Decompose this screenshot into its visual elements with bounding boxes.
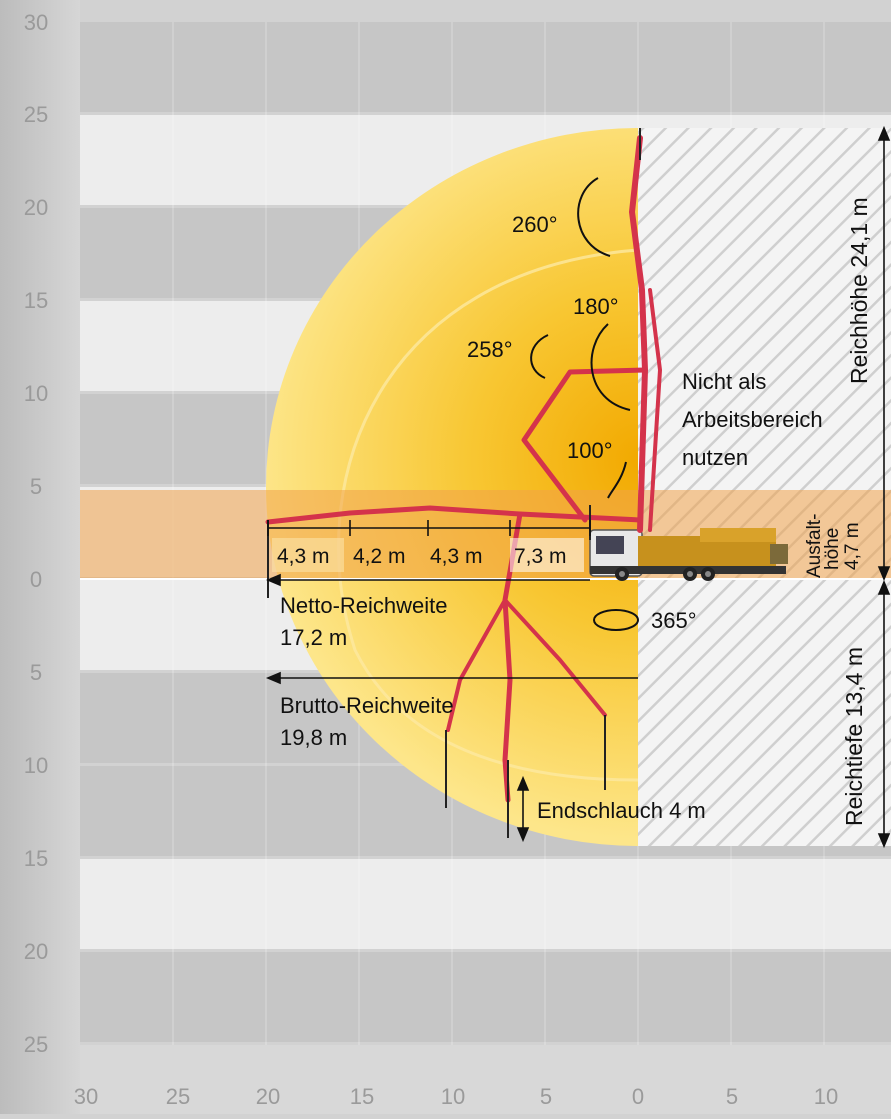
- end-hose-label: Endschlauch 4 m: [537, 798, 706, 823]
- gross-reach-value: 19,8 m: [280, 725, 347, 750]
- angle-260-label: 260°: [512, 212, 558, 237]
- angle-365-label: 365°: [651, 608, 697, 633]
- stripe: [80, 859, 891, 949]
- y-label: 0: [30, 567, 42, 592]
- segment-label-box: [510, 538, 584, 572]
- y-label: 20: [24, 195, 48, 220]
- angle-100-label: 100°: [567, 438, 613, 463]
- y-label: 20: [24, 939, 48, 964]
- no-work-zone: [638, 128, 891, 846]
- rotation-arcs: [530, 177, 639, 631]
- reach-depth-label: Reichtiefe 13,4 m: [841, 647, 867, 826]
- angle-180-label: 180°: [573, 294, 619, 319]
- working-range-zone: [266, 128, 638, 846]
- y-label: 25: [24, 1032, 48, 1057]
- angle-258-label: 258°: [467, 337, 513, 362]
- segment-label: 4,2 m: [353, 545, 406, 568]
- left-margin: [0, 0, 80, 1114]
- x-axis: 30 25 20 15 10 5 0 5 10: [74, 1084, 838, 1109]
- truck: [589, 528, 788, 581]
- stripe: [80, 1045, 891, 1114]
- net-reach-label: Netto-Reichweite: [280, 593, 448, 618]
- x-label: 5: [540, 1084, 552, 1109]
- no-work-zone-label: Arbeitsbereich: [682, 407, 823, 432]
- gross-reach-label: Brutto-Reichweite: [280, 693, 454, 718]
- net-reach-value: 17,2 m: [280, 625, 347, 650]
- x-label: 30: [74, 1084, 98, 1109]
- segment-label: 7,3 m: [514, 545, 567, 568]
- x-label: 10: [814, 1084, 838, 1109]
- segment-label: 4,3 m: [430, 545, 483, 568]
- y-label: 15: [24, 846, 48, 871]
- reach-height-label: Reichhöhe 24,1 m: [846, 197, 872, 384]
- x-label: 25: [166, 1084, 190, 1109]
- x-label: 10: [441, 1084, 465, 1109]
- y-label: 10: [24, 381, 48, 406]
- stripe: [80, 952, 891, 1042]
- y-label: 15: [24, 288, 48, 313]
- inner-range-arc: [337, 248, 639, 782]
- segment-label: 4,3 m: [277, 545, 330, 568]
- unfold-height-label: 4,7 m: [842, 522, 863, 570]
- boom: [265, 135, 662, 803]
- x-label: 20: [256, 1084, 280, 1109]
- y-axis: 30 25 20 15 10 5 0 5 10 15 20 25: [24, 10, 48, 1057]
- segment-label-box: [272, 538, 344, 572]
- y-label: 5: [30, 474, 42, 499]
- x-label: 15: [350, 1084, 374, 1109]
- dimension-lines: [265, 125, 891, 849]
- no-work-zone-label: nutzen: [682, 445, 748, 470]
- unfold-height-label: Ausfalt-: [804, 514, 825, 578]
- y-label: 30: [24, 10, 48, 35]
- x-label: 5: [726, 1084, 738, 1109]
- stripe: [80, 22, 891, 112]
- y-label: 10: [24, 753, 48, 778]
- y-label: 5: [30, 660, 42, 685]
- x-label: 0: [632, 1084, 644, 1109]
- y-label: 25: [24, 102, 48, 127]
- unfold-height-label: höhe: [822, 528, 843, 570]
- no-work-zone-label: Nicht als: [682, 369, 766, 394]
